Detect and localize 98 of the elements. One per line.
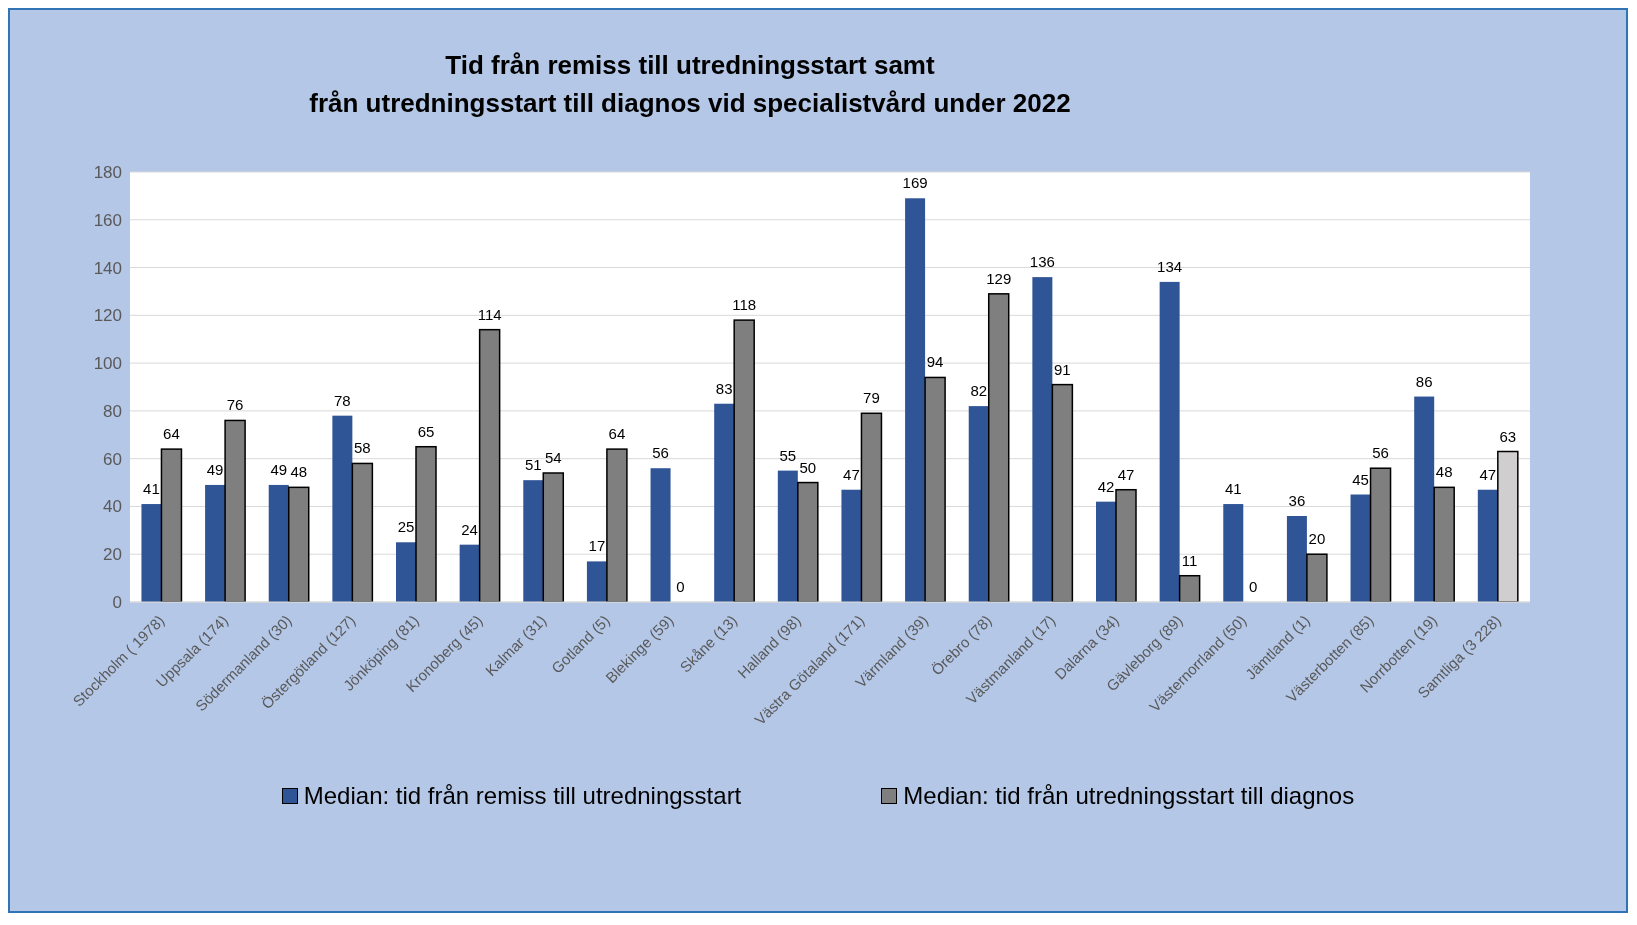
bar bbox=[1369, 467, 1392, 602]
bar bbox=[733, 319, 755, 602]
bar bbox=[1286, 516, 1307, 602]
bar bbox=[905, 198, 926, 602]
data-label: 49 bbox=[270, 460, 288, 478]
bar bbox=[586, 561, 607, 602]
data-label: 56 bbox=[1372, 444, 1389, 462]
data-label: 47 bbox=[843, 465, 860, 483]
data-label: 86 bbox=[1415, 372, 1433, 390]
y-tick-label: 140 bbox=[93, 258, 122, 278]
bar bbox=[650, 468, 671, 602]
y-tick-label: 60 bbox=[103, 449, 122, 469]
data-label: 25 bbox=[397, 518, 415, 536]
data-label: 129 bbox=[986, 269, 1012, 287]
bar bbox=[415, 445, 437, 602]
data-label: 79 bbox=[863, 389, 880, 407]
bar bbox=[1414, 396, 1435, 602]
y-tick-label: 100 bbox=[93, 354, 122, 374]
legend-label: Median: tid från utredningsstart till diagnos bbox=[903, 782, 1355, 810]
data-label: 118 bbox=[732, 296, 757, 314]
bar bbox=[1223, 504, 1244, 602]
data-label: 48 bbox=[1435, 463, 1453, 481]
bar bbox=[205, 484, 226, 602]
data-label: 54 bbox=[544, 449, 562, 466]
bar bbox=[141, 504, 162, 602]
bar bbox=[396, 542, 416, 602]
bar bbox=[160, 448, 183, 602]
y-tick-label: 120 bbox=[93, 306, 122, 326]
bar bbox=[1032, 277, 1053, 602]
data-label: 17 bbox=[588, 537, 606, 555]
data-label: 114 bbox=[477, 305, 502, 323]
bar bbox=[224, 419, 246, 602]
data-label: 91 bbox=[1054, 360, 1071, 378]
y-tick-label: 80 bbox=[103, 401, 122, 421]
data-label: 0 bbox=[1249, 578, 1258, 595]
data-label: 50 bbox=[799, 458, 817, 476]
data-label: 58 bbox=[354, 439, 371, 457]
data-label: 134 bbox=[1157, 257, 1183, 275]
data-label: 51 bbox=[524, 456, 542, 474]
data-label: 11 bbox=[1181, 551, 1198, 569]
data-label: 83 bbox=[715, 379, 733, 397]
data-label: 94 bbox=[926, 353, 944, 371]
bar bbox=[332, 415, 353, 602]
bar bbox=[1477, 489, 1498, 602]
data-label: 47 bbox=[1117, 465, 1135, 483]
y-tick-label: 40 bbox=[103, 497, 122, 517]
bar bbox=[797, 481, 819, 602]
bar bbox=[924, 376, 946, 602]
data-label: 41 bbox=[1224, 480, 1242, 498]
data-label: 20 bbox=[1308, 530, 1326, 548]
bar bbox=[268, 484, 289, 602]
data-label: 56 bbox=[652, 444, 669, 462]
data-label: 36 bbox=[1288, 492, 1306, 509]
data-label: 64 bbox=[163, 425, 180, 443]
data-label: 49 bbox=[206, 460, 224, 478]
legend-label: Median: tid från remiss till utredningsstart bbox=[303, 782, 742, 810]
bar bbox=[777, 470, 798, 602]
bar bbox=[1096, 501, 1116, 602]
bar bbox=[841, 489, 862, 602]
bar bbox=[459, 544, 480, 602]
bar bbox=[542, 472, 565, 602]
bar bbox=[478, 328, 501, 602]
data-label: 42 bbox=[1097, 477, 1115, 495]
bar bbox=[287, 486, 310, 602]
y-tick-label: 0 bbox=[112, 593, 122, 613]
bar bbox=[1115, 488, 1137, 602]
data-label: 41 bbox=[143, 480, 160, 498]
bar bbox=[1051, 383, 1074, 602]
bar bbox=[606, 448, 628, 602]
bar bbox=[1306, 553, 1328, 602]
data-label: 47 bbox=[1479, 465, 1497, 483]
data-label: 0 bbox=[676, 578, 685, 595]
data-label: 63 bbox=[1499, 427, 1517, 445]
bar bbox=[1433, 486, 1455, 602]
data-label: 169 bbox=[902, 174, 928, 192]
y-tick-label: 20 bbox=[103, 545, 122, 565]
bar bbox=[860, 412, 883, 602]
chart-title: Tid från remiss till utredningsstart samt från utredningsstart till diagnos vid specialistvård under 2022 bbox=[308, 49, 1072, 120]
data-label: 45 bbox=[1352, 470, 1369, 488]
bar bbox=[351, 462, 374, 602]
bar bbox=[968, 406, 989, 602]
data-label: 78 bbox=[334, 391, 351, 409]
data-label: 24 bbox=[461, 520, 478, 538]
data-label: 48 bbox=[290, 463, 308, 481]
data-label: 136 bbox=[1029, 253, 1055, 271]
y-tick-label: 180 bbox=[93, 163, 122, 183]
data-label: 55 bbox=[779, 446, 797, 464]
bar bbox=[987, 293, 1010, 602]
data-label: 76 bbox=[226, 396, 244, 414]
bar bbox=[1350, 494, 1371, 602]
data-label: 65 bbox=[417, 422, 435, 440]
bar bbox=[714, 403, 735, 602]
y-tick-label: 160 bbox=[93, 210, 122, 230]
data-label: 64 bbox=[608, 425, 626, 443]
bar bbox=[1178, 574, 1201, 602]
data-label: 82 bbox=[970, 382, 988, 400]
bar bbox=[1159, 281, 1180, 602]
bar bbox=[523, 480, 544, 602]
